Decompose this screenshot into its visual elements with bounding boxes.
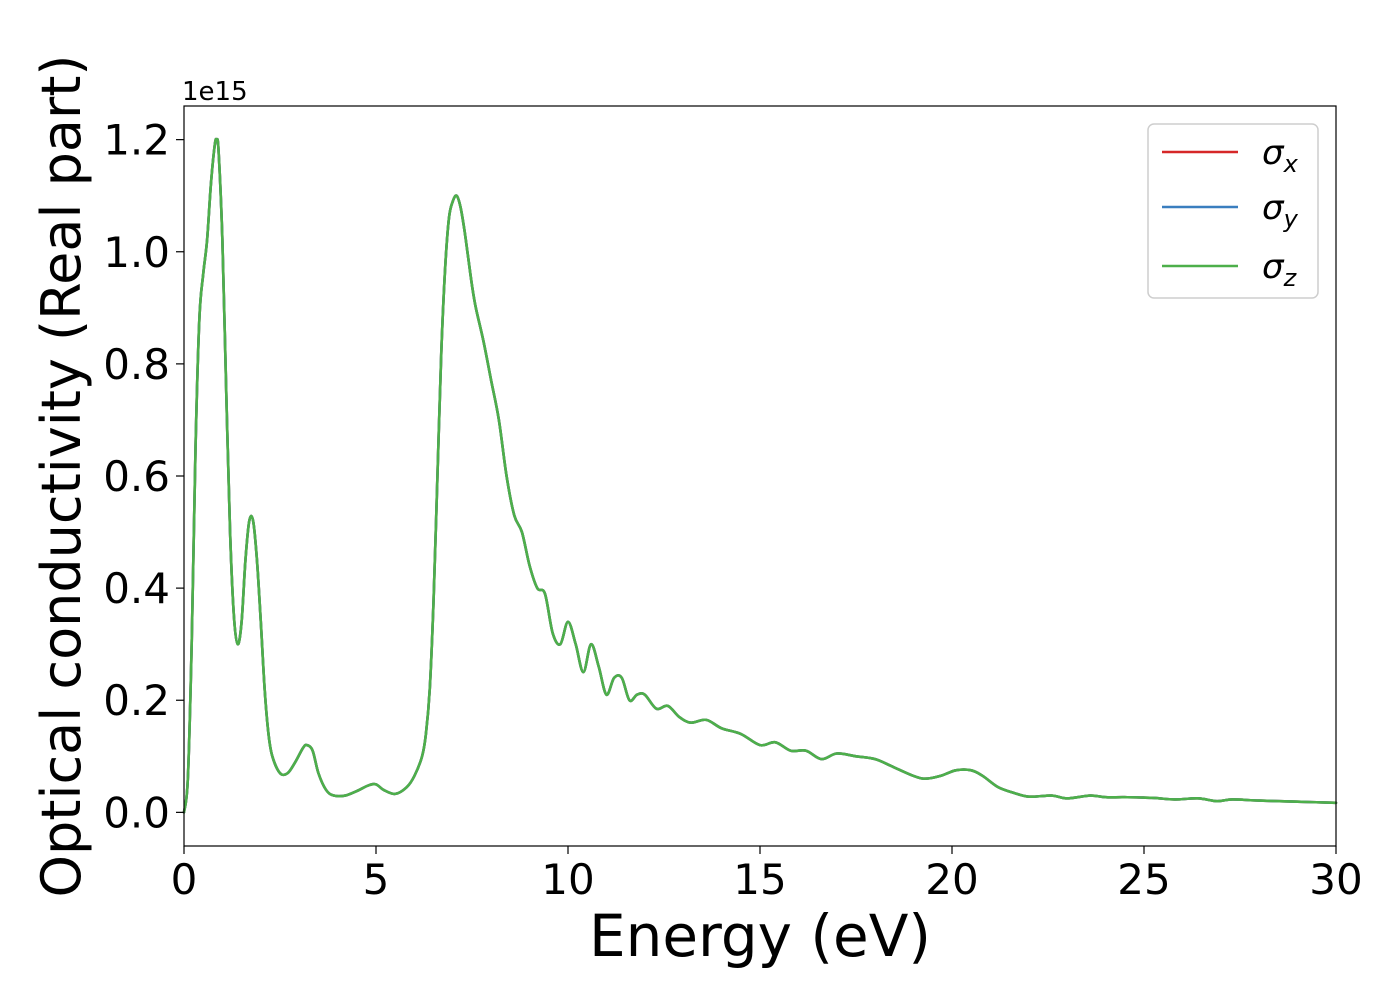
x-tick-label: 0 xyxy=(171,855,198,904)
series-line-z xyxy=(182,137,1338,814)
x-tick-label: 20 xyxy=(925,855,978,904)
x-tick-label: 30 xyxy=(1309,855,1362,904)
legend-box xyxy=(1147,123,1319,299)
y-axis-ticks: 0.0 0.2 0.4 0.6 0.8 1.0 1.2 xyxy=(103,116,184,837)
legend-label-y: σy xyxy=(1262,188,1299,233)
x-tick-label: 5 xyxy=(363,855,390,904)
x-axis-ticks: 0 5 10 15 20 25 30 xyxy=(171,846,1363,904)
plot-background xyxy=(184,106,1336,846)
legend-label-z: σz xyxy=(1262,247,1298,292)
legend-subscript: z xyxy=(1283,264,1298,292)
x-axis-title: Energy (eV) xyxy=(589,902,931,970)
series-layer xyxy=(182,137,1338,814)
legend-subscript: y xyxy=(1283,205,1299,233)
legend-symbol: σ xyxy=(1262,133,1285,173)
y-tick-label: 0.4 xyxy=(103,564,170,613)
y-tick-label: 0.6 xyxy=(103,452,170,501)
x-tick-label: 10 xyxy=(541,855,594,904)
y-tick-label: 1.2 xyxy=(103,116,170,165)
x-tick-label: 25 xyxy=(1117,855,1170,904)
y-tick-label: 1.0 xyxy=(103,228,170,277)
x-tick-label: 15 xyxy=(733,855,786,904)
y-axis-title: Optical conductivity (Real part) xyxy=(30,55,93,898)
legend-symbol: σ xyxy=(1262,188,1285,228)
offset-text: 1e15 xyxy=(182,77,248,107)
y-tick-label: 0.2 xyxy=(103,676,170,725)
legend-subscript: x xyxy=(1283,150,1299,178)
legend-label-x: σx xyxy=(1262,133,1299,178)
legend-symbol: σ xyxy=(1262,247,1285,287)
y-tick-label: 0.0 xyxy=(103,788,170,837)
y-tick-label: 0.8 xyxy=(103,340,170,389)
